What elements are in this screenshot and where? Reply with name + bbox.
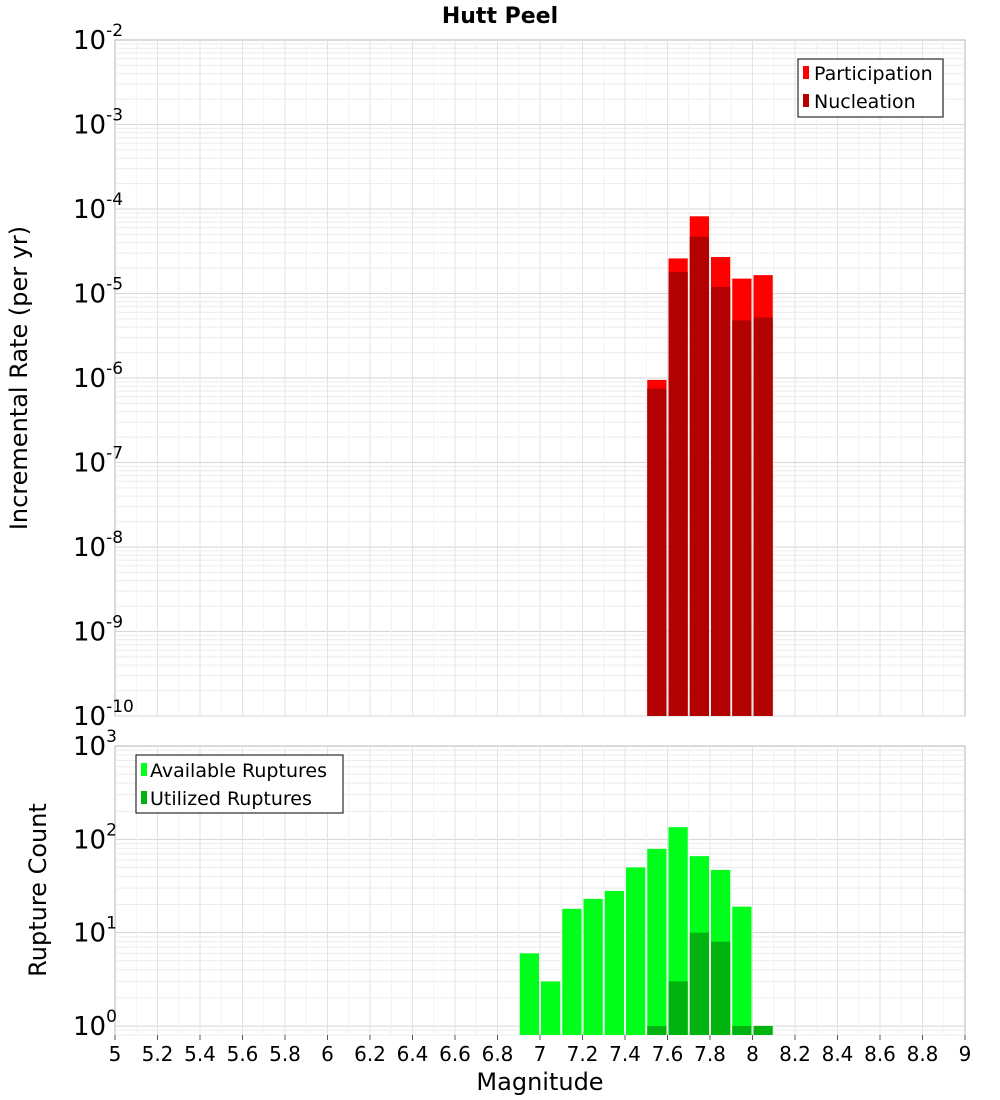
- rate-y-axis-label: Incremental Rate (per yr): [5, 226, 33, 530]
- x-tick-label: 5.4: [184, 1042, 216, 1066]
- y-tick-label: 100: [73, 1007, 117, 1042]
- y-tick-label: 10-2: [73, 21, 123, 56]
- bar-available-ruptures: [732, 906, 752, 1035]
- y-tick-label: 103: [73, 727, 117, 762]
- bar-available-ruptures: [647, 848, 667, 1035]
- bar-nucleation: [753, 317, 773, 716]
- count-y-ticks: 103 102 101 100: [73, 727, 117, 1042]
- legend-swatch-participation: [803, 66, 809, 79]
- y-tick-label: 10-8: [73, 528, 123, 563]
- count-legend-box: [135, 754, 344, 814]
- y-tick-label: 10-3: [73, 106, 123, 141]
- x-tick-label: 9: [959, 1042, 972, 1066]
- legend-label-available-ruptures: Available Ruptures: [150, 760, 327, 782]
- x-tick-label: 6.2: [354, 1042, 386, 1066]
- x-tick-label: 5: [109, 1042, 122, 1066]
- y-tick-label: 102: [73, 820, 117, 855]
- x-tick-label: 5.8: [269, 1042, 301, 1066]
- x-tick-label: 6.4: [397, 1042, 429, 1066]
- bar-nucleation: [668, 271, 688, 716]
- bar-nucleation: [732, 320, 752, 716]
- y-tick-label: 101: [73, 914, 117, 949]
- x-tick-label: 8.8: [907, 1042, 939, 1066]
- chart-title: Hutt Peel: [442, 4, 558, 29]
- rate-panel: 10-210-310-410-510-610-710-810-910-10 In…: [5, 21, 966, 732]
- x-tick-label: 7.4: [609, 1042, 641, 1066]
- x-ticks: 5 5.2 5.4 5.6 5.8 6 6.2 6.4 6.6 6.8 7 7.2 7.4 7.6 7.8 8…: [109, 1035, 972, 1066]
- legend-swatch-available-ruptures: [141, 763, 147, 776]
- count-panel: 103 102 101 100 5 5.2 5.4 5.6 5.8 6 6.2 6.4 6.6 6.8 7…: [24, 727, 971, 1096]
- x-tick-label: 5.6: [227, 1042, 259, 1066]
- legend-label-nucleation: Nucleation: [814, 91, 916, 113]
- bar-utilized-ruptures: [647, 1025, 667, 1035]
- x-tick-label: 7.2: [567, 1042, 599, 1066]
- rate-legend-box: [797, 58, 944, 118]
- x-tick-label: 8.2: [779, 1042, 811, 1066]
- x-tick-label: 7.8: [694, 1042, 726, 1066]
- bar-utilized-ruptures: [732, 1025, 752, 1035]
- x-tick-label: 8.4: [822, 1042, 854, 1066]
- rate-legend: Participation Nucleation: [797, 58, 944, 118]
- x-tick-label: 7: [534, 1042, 547, 1066]
- count-legend: Available Ruptures Utilized Ruptures: [135, 754, 344, 814]
- legend-swatch-utilized-ruptures: [141, 791, 147, 804]
- x-tick-label: 8.6: [864, 1042, 896, 1066]
- rate-bars: [647, 216, 773, 717]
- y-tick-label: 10-10: [73, 697, 134, 732]
- legend-label-utilized-ruptures: Utilized Ruptures: [150, 788, 312, 810]
- x-tick-label: 6.6: [439, 1042, 471, 1066]
- count-bars: [519, 827, 773, 1035]
- bar-available-ruptures: [562, 908, 582, 1035]
- rate-grid: [115, 40, 965, 717]
- x-tick-label: 6.8: [482, 1042, 514, 1066]
- bar-nucleation: [711, 286, 731, 716]
- bar-available-ruptures: [519, 953, 539, 1035]
- legend-label-participation: Participation: [814, 63, 933, 85]
- bar-nucleation: [689, 236, 709, 716]
- bar-utilized-ruptures: [711, 941, 731, 1035]
- x-tick-label: 8: [746, 1042, 759, 1066]
- x-axis-label: Magnitude: [476, 1068, 603, 1096]
- bar-utilized-ruptures: [689, 932, 709, 1035]
- bar-available-ruptures: [604, 890, 624, 1035]
- bar-utilized-ruptures: [668, 981, 688, 1035]
- x-tick-label: 6: [321, 1042, 334, 1066]
- legend-swatch-nucleation: [803, 94, 809, 107]
- bar-available-ruptures: [626, 867, 646, 1035]
- bar-available-ruptures: [541, 981, 561, 1035]
- x-tick-label: 7.6: [652, 1042, 684, 1066]
- bar-nucleation: [647, 388, 667, 716]
- count-y-axis-label: Rupture Count: [24, 803, 52, 977]
- x-tick-label: 5.2: [142, 1042, 174, 1066]
- y-tick-label: 10-4: [73, 190, 123, 225]
- bar-available-ruptures: [583, 898, 603, 1035]
- bar-utilized-ruptures: [753, 1025, 773, 1035]
